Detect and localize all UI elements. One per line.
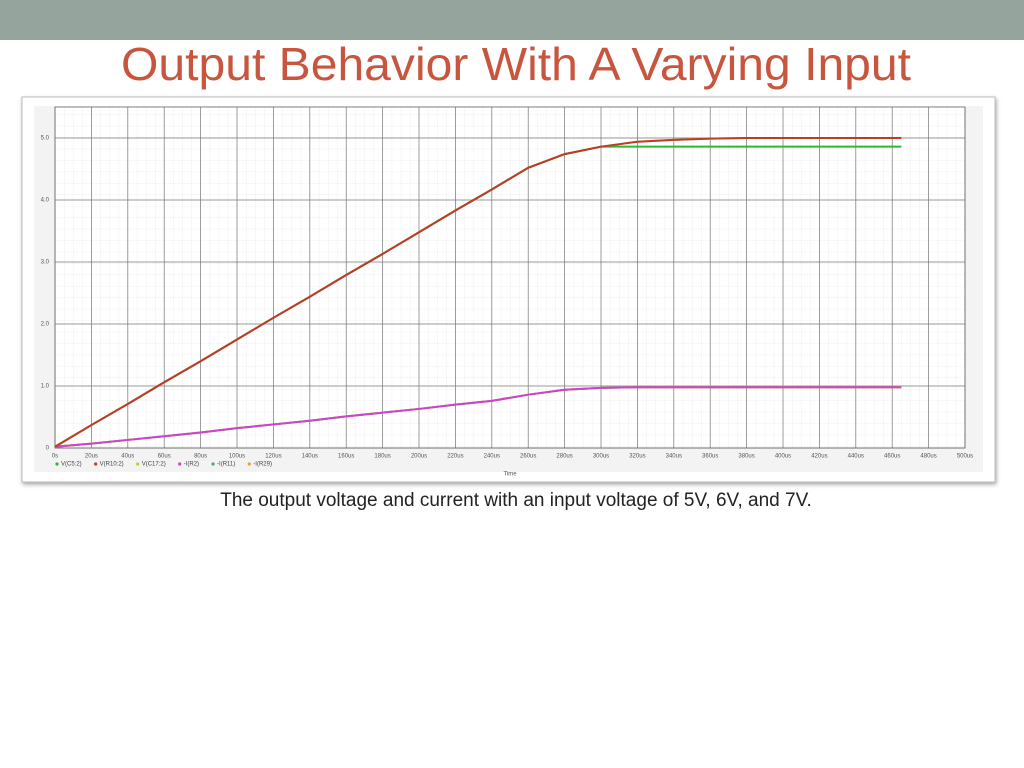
y-tick-label: 3.0 <box>41 260 50 266</box>
x-tick-label: 0s <box>52 454 58 460</box>
legend-marker <box>94 462 98 466</box>
legend-label: -I(R29) <box>253 462 272 468</box>
series-line <box>54 386 902 448</box>
x-tick-label: 240us <box>484 454 500 460</box>
chart: 0s 20us 40us 60us 80us 100us 120us 140us 160us 18… <box>41 106 973 478</box>
x-tick-label: 500us <box>957 454 973 460</box>
legend-marker <box>178 462 182 466</box>
x-tick-label: 280us <box>556 454 572 460</box>
header-bar <box>0 0 1024 40</box>
x-tick-label: 20us <box>85 454 98 460</box>
y-tick-label: 2.0 <box>41 322 50 328</box>
x-tick-label: 120us <box>265 454 281 460</box>
legend-label: -I(R11) <box>217 462 235 468</box>
x-tick-label: 220us <box>447 454 463 460</box>
legend-marker <box>247 462 251 466</box>
x-tick-label: 320us <box>629 454 645 460</box>
x-tick-label: 80us <box>194 454 207 460</box>
x-tick-label: 200us <box>411 454 427 460</box>
legend-label: -I(R2) <box>184 462 199 468</box>
legend-marker <box>211 462 215 466</box>
x-tick-label: 360us <box>702 454 718 460</box>
legend-label: V(C17:2) <box>142 462 166 468</box>
legend-marker <box>136 462 140 466</box>
legend-label: V(R10:2) <box>100 462 124 468</box>
plot-border <box>54 106 966 449</box>
series-line <box>54 137 902 448</box>
y-tick-label: 5.0 <box>41 136 50 142</box>
caption: The output voltage and current with an i… <box>220 490 812 511</box>
x-tick-label: 160us <box>338 454 354 460</box>
x-tick-label: 60us <box>158 454 171 460</box>
x-tick-label: 400us <box>775 454 791 460</box>
x-axis-label: Time <box>503 472 517 478</box>
x-tick-label: 460us <box>884 454 900 460</box>
x-tick-label: 340us <box>666 454 682 460</box>
minor-grid <box>55 107 965 448</box>
x-tick-label: 100us <box>229 454 245 460</box>
x-tick-label: 420us <box>811 454 827 460</box>
x-tick-label: 480us <box>920 454 936 460</box>
x-tick-label: 380us <box>738 454 754 460</box>
y-tick-label: 0 <box>46 446 50 452</box>
y-tick-label: 1.0 <box>41 384 50 390</box>
slide-title: Output Behavior With A Varying Input <box>121 38 911 90</box>
y-tick-label: 4.0 <box>41 198 50 204</box>
legend-label: V(C5:2) <box>61 462 82 468</box>
legend-marker <box>55 462 59 466</box>
x-tick-label: 40us <box>121 454 134 460</box>
x-tick-label: 260us <box>520 454 536 460</box>
x-tick-label: 180us <box>374 454 390 460</box>
x-tick-label: 140us <box>302 454 318 460</box>
x-tick-label: 300us <box>593 454 609 460</box>
x-tick-label: 440us <box>848 454 864 460</box>
